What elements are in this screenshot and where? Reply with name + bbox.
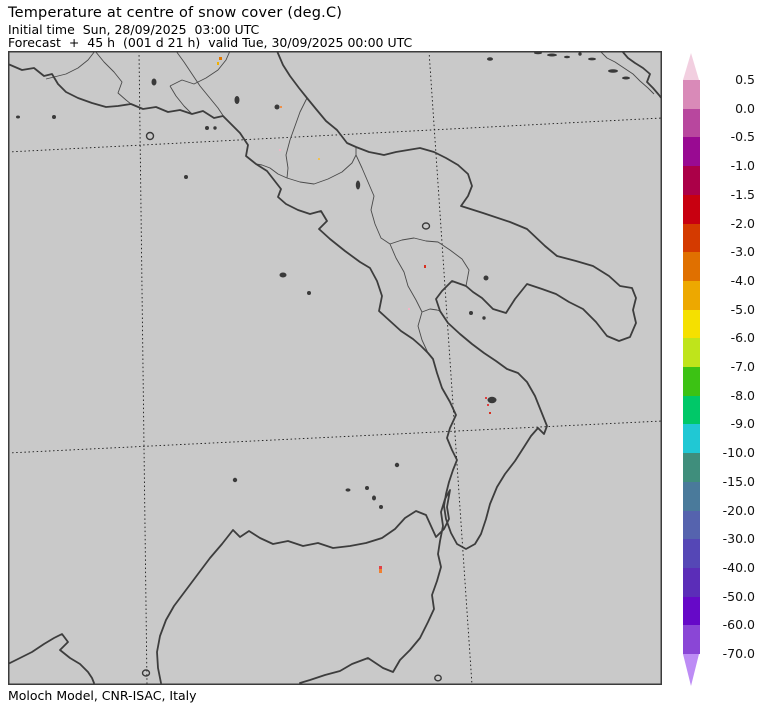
islands-and-lakes	[16, 51, 630, 509]
colorbar-segment	[683, 510, 700, 540]
snow-data-points	[217, 57, 491, 573]
coastlines	[7, 50, 663, 684]
colorbar-segment	[683, 625, 700, 655]
colorbar-segment	[683, 309, 700, 339]
colorbar-tick-label: -10.0	[722, 445, 755, 461]
colorbar-segment	[683, 137, 700, 167]
snow-point	[217, 62, 219, 65]
colorbar-tick-label: -5.0	[730, 301, 755, 317]
colorbar-tick-label: -7.0	[730, 359, 755, 374]
snow-point	[487, 404, 489, 406]
map-background	[8, 51, 662, 685]
forecast-valid-label: Forecast + 45 h (001 d 21 h) valid Tue, …	[8, 35, 413, 50]
snow-point	[219, 57, 222, 60]
colorbar-arrow-top	[683, 53, 699, 80]
lake-rings	[141, 131, 442, 682]
colorbar-segment	[683, 481, 700, 511]
colorbar-tick-label: -30.0	[722, 531, 755, 547]
colorbar-segment	[683, 567, 700, 598]
initial-time-label: Initial time Sun, 28/09/2025 03:00 UTC	[8, 22, 260, 37]
snow-point	[279, 149, 281, 151]
weather-map	[7, 50, 663, 686]
colorbar-segment	[683, 108, 700, 138]
colorbar-tick-label: -4.0	[730, 272, 755, 288]
colorbar-tick-label: -15.0	[722, 473, 755, 489]
colorbar-segment	[683, 539, 700, 569]
colorbar-segment	[683, 280, 700, 311]
colorbar-tick-label: -50.0	[722, 588, 755, 604]
colorbar-tick-label: -40.0	[722, 559, 755, 575]
region-borders	[45, 50, 655, 354]
snow-point	[379, 569, 382, 573]
graticule-lines	[7, 50, 663, 686]
snow-point	[408, 308, 410, 310]
colorbar-tick-label: -0.5	[730, 129, 755, 145]
snow-point	[485, 397, 487, 399]
colorbar-segment	[683, 166, 700, 196]
colorbar-tick-label: -60.0	[722, 617, 755, 633]
colorbar-segment	[683, 194, 700, 224]
page-title: Temperature at centre of snow cover (deg…	[8, 5, 343, 21]
colorbar-tick-label: -70.0	[722, 646, 755, 661]
colorbar-segment	[683, 252, 700, 282]
snow-point	[318, 158, 320, 160]
model-credit-label: Moloch Model, CNR-ISAC, Italy	[8, 688, 197, 703]
colorbar-segment	[683, 395, 700, 425]
colorbar-tick-label: 0.0	[735, 100, 755, 116]
colorbar-tick-label: -6.0	[730, 330, 755, 346]
colorbar-tick-label: -2.0	[730, 215, 755, 231]
snow-point	[379, 566, 382, 569]
colorbar-tick-label: 0.5	[735, 72, 755, 87]
map-frame	[8, 51, 662, 685]
colorbar-segment	[683, 223, 700, 253]
colorbar-tick-label: -1.5	[730, 186, 755, 202]
colorbar-tick-label: -9.0	[730, 416, 755, 432]
colorbar-segment	[683, 80, 700, 110]
snow-point	[489, 412, 491, 414]
colorbar-arrow-bottom	[683, 654, 699, 686]
colorbar-segment	[683, 338, 700, 368]
colorbar-tick-label: -20.0	[722, 502, 755, 518]
colorbar-segment	[683, 424, 700, 454]
snow-point	[424, 265, 426, 268]
colorbar-tick-label: -8.0	[730, 387, 755, 403]
colorbar-tick-label: -3.0	[730, 244, 755, 260]
colorbar-tick-label: -1.0	[730, 158, 755, 174]
map-canvas	[7, 50, 663, 686]
colorbar-segment	[683, 367, 700, 397]
colorbar-segment	[683, 453, 700, 483]
colorbar-segment	[683, 596, 700, 626]
snow-point	[280, 106, 282, 108]
